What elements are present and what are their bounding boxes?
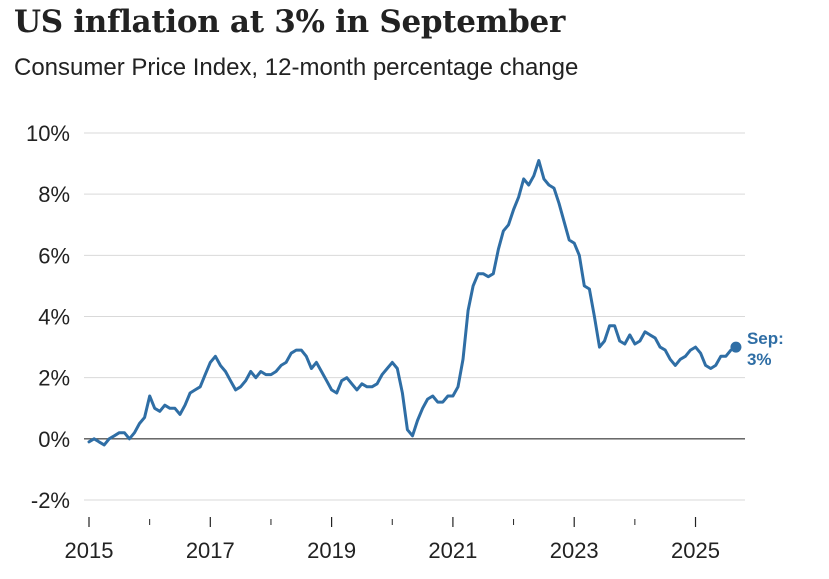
annotation-value: 3% <box>747 350 772 369</box>
chart-title: US inflation at 3% in September <box>14 4 566 40</box>
cpi-series-line <box>87 159 738 447</box>
y-tick-label: 0% <box>38 427 70 452</box>
y-tick-label: 2% <box>38 366 70 391</box>
x-tick-label: 2019 <box>307 538 356 563</box>
x-tick-label: 2025 <box>671 538 720 563</box>
x-tick-label: 2015 <box>65 538 114 563</box>
x-tick-label: 2017 <box>186 538 235 563</box>
latest-value-marker <box>730 341 742 353</box>
y-tick-label: 10% <box>26 121 70 146</box>
x-tick-label: 2023 <box>550 538 599 563</box>
chart-subtitle: Consumer Price Index, 12-month percentag… <box>14 54 579 81</box>
y-tick-label: 6% <box>38 243 70 268</box>
y-tick-label: 8% <box>38 182 70 207</box>
y-tick-label: -2% <box>31 488 70 513</box>
y-tick-label: 4% <box>38 305 70 330</box>
annotation-month: Sep: <box>747 329 784 348</box>
x-tick-label: 2021 <box>428 538 477 563</box>
